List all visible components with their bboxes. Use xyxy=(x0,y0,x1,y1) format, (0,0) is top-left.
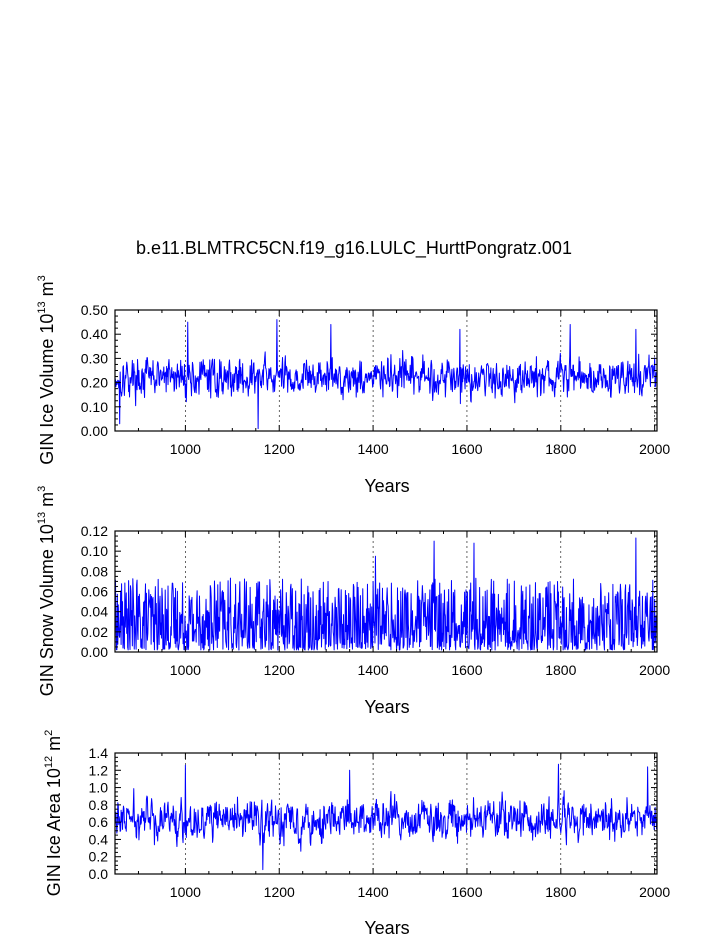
ice-area-y-axis-label: GIN Ice Area 1012 m2 xyxy=(43,730,64,896)
ice-volume-series-line xyxy=(114,319,658,430)
ice-area-x-tick-label: 2000 xyxy=(639,884,670,900)
snow-volume-y-tick-label: 0.10 xyxy=(81,543,108,559)
snow-volume-y-tick-label: 0.06 xyxy=(81,584,108,600)
ice-volume-x-tick-label: 1200 xyxy=(264,441,295,457)
ice-volume-x-tick-label: 2000 xyxy=(639,441,670,457)
ice-area-y-tick-label: 1.2 xyxy=(89,762,109,778)
snow-volume-y-tick-label: 0.02 xyxy=(81,624,108,640)
ice-area-x-tick-label: 1400 xyxy=(358,884,389,900)
ice-area-y-tick-label: 0.0 xyxy=(89,866,109,882)
ice-volume-x-tick-label: 1600 xyxy=(451,441,482,457)
ice-area-y-tick-label: 1.4 xyxy=(89,745,109,761)
ice-area-x-axis-label: Years xyxy=(364,918,409,935)
snow-volume-panel: GIN Snow Volume 1013 m3 Years 1000 1200 14… xyxy=(36,486,670,717)
ice-volume-y-tick-label: 0.20 xyxy=(81,375,108,391)
ice-volume-x-tick-label: 1000 xyxy=(170,441,201,457)
ice-volume-x-tick-label: 1800 xyxy=(545,441,576,457)
ice-volume-y-tick-label: 0.10 xyxy=(81,399,108,415)
ice-area-panel: GIN Ice Area 1012 m2 Years 1000 1200 1400 1… xyxy=(43,730,670,935)
snow-volume-series-line xyxy=(114,537,658,651)
ice-volume-y-tick-label: 0.30 xyxy=(81,350,108,366)
ice-area-y-tick-label: 0.6 xyxy=(89,814,109,830)
snow-volume-x-tick-label: 1200 xyxy=(264,662,295,678)
ice-area-x-tick-label: 1600 xyxy=(451,884,482,900)
snow-volume-y-tick-label: 0.04 xyxy=(81,604,108,620)
snow-volume-x-tick-label: 1600 xyxy=(451,662,482,678)
snow-volume-x-tick-label: 2000 xyxy=(639,662,670,678)
snow-volume-x-axis-label: Years xyxy=(364,697,409,717)
snow-volume-y-tick-label: 0.08 xyxy=(81,563,108,579)
snow-volume-x-tick-label: 1400 xyxy=(358,662,389,678)
ice-area-y-tick-label: 0.4 xyxy=(89,831,109,847)
ice-volume-y-tick-label: 0.40 xyxy=(81,326,108,342)
ice-volume-panel: GIN Ice Volume 1013 m3 Years 1000 1200 140… xyxy=(36,275,670,496)
ice-area-y-tick-label: 0.8 xyxy=(89,797,109,813)
ice-area-x-tick-label: 1800 xyxy=(545,884,576,900)
snow-volume-y-axis-label: GIN Snow Volume 1013 m3 xyxy=(36,486,57,696)
ice-area-x-tick-label: 1200 xyxy=(264,884,295,900)
ice-area-y-tick-label: 1.0 xyxy=(89,780,109,796)
ice-volume-plot-frame xyxy=(114,309,658,432)
ice-area-series-line xyxy=(114,763,658,871)
snow-volume-y-tick-label: 0.12 xyxy=(81,523,108,539)
snow-volume-x-tick-label: 1800 xyxy=(545,662,576,678)
ice-area-x-tick-label: 1000 xyxy=(170,884,201,900)
ice-volume-y-tick-label: 0.50 xyxy=(81,302,108,318)
snow-volume-x-tick-label: 1000 xyxy=(170,662,201,678)
ice-volume-y-axis-label: GIN Ice Volume 1013 m3 xyxy=(36,275,57,464)
ice-area-y-tick-label: 0.2 xyxy=(89,849,109,865)
ice-volume-x-tick-label: 1400 xyxy=(358,441,389,457)
chart-title: b.e11.BLMTRC5CN.f19_g16.LULC_HurttPongra… xyxy=(136,238,572,259)
ice-volume-x-axis-label: Years xyxy=(364,476,409,496)
ice-volume-y-tick-label: 0.00 xyxy=(81,423,108,439)
snow-volume-y-tick-label: 0.00 xyxy=(81,644,108,660)
